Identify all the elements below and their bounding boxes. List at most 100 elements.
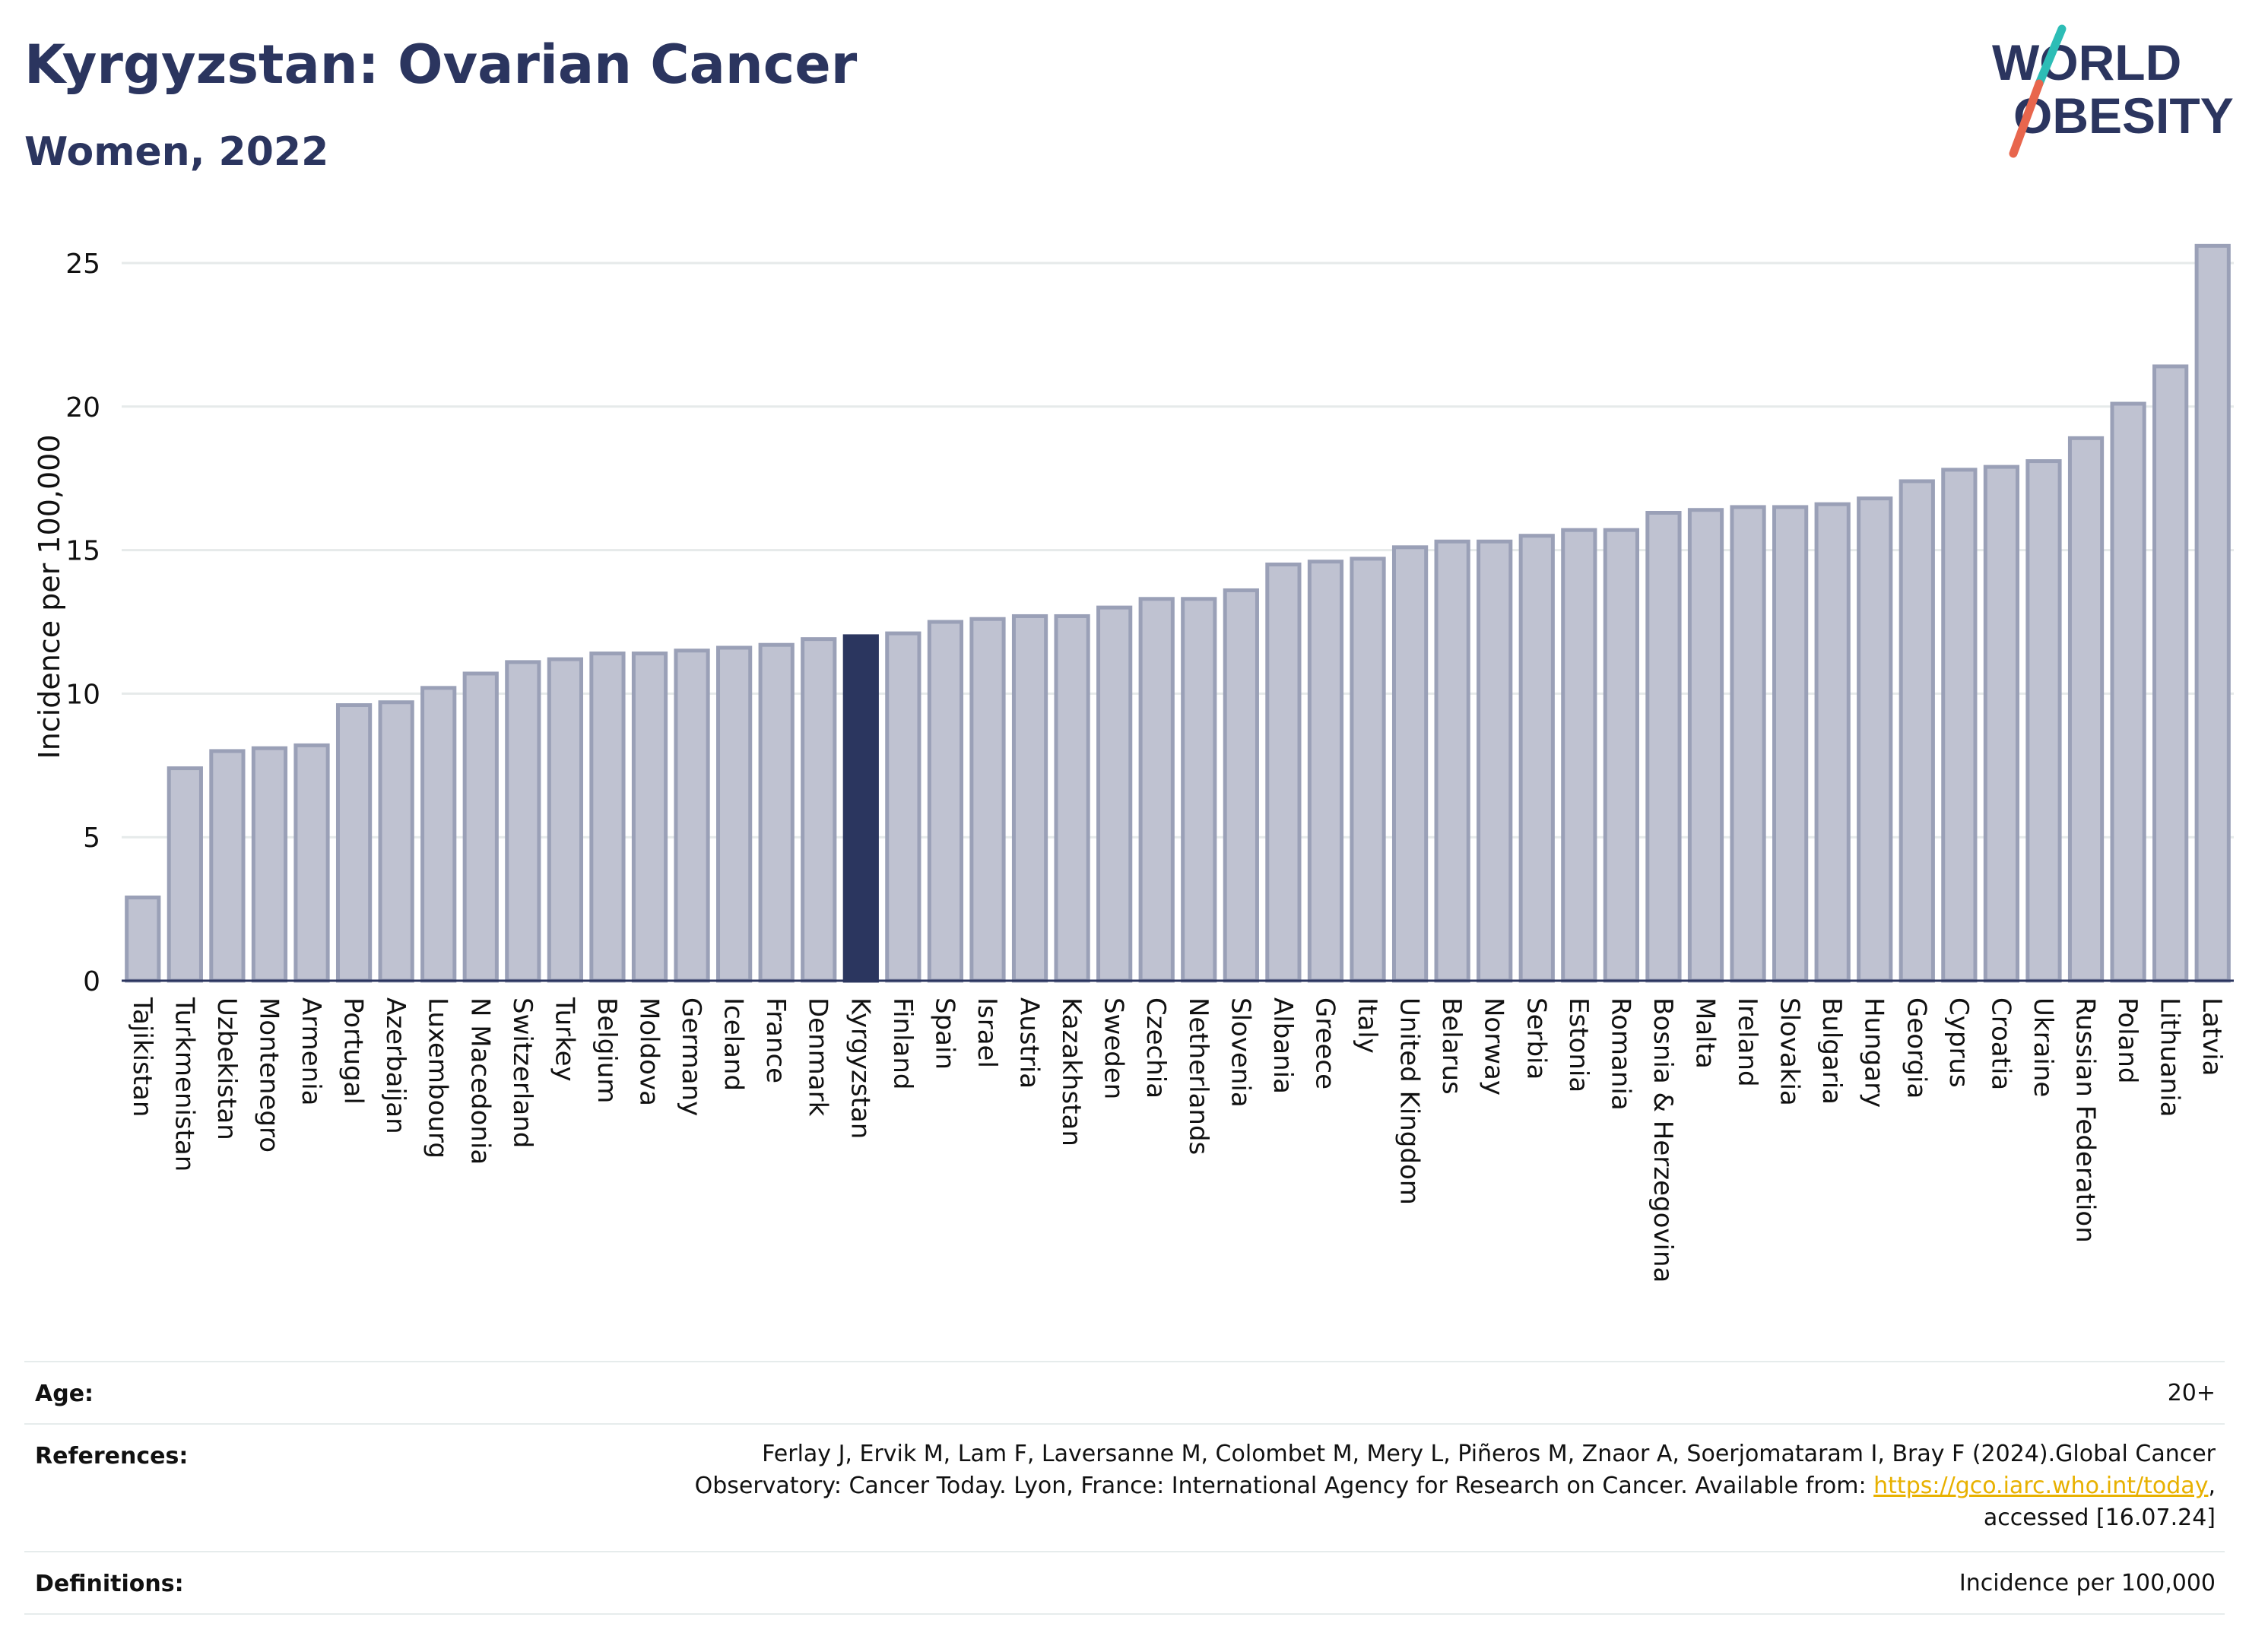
bar-france <box>758 642 795 983</box>
bar-slovakia <box>1772 505 1809 983</box>
bar-israel <box>969 617 1006 983</box>
x-tick-label: Iceland <box>718 997 749 1091</box>
references-line3: accessed [16.07.24] <box>1983 1505 2216 1531</box>
bar-moldova <box>631 652 668 983</box>
bar-spain <box>927 620 964 983</box>
x-axis-tick-labels: Tajikistan Turkmenistan Uzbekistan Monteneg… <box>127 997 2227 1283</box>
x-tick-label: Netherlands <box>1183 997 1213 1155</box>
y-tick-label: 15 <box>65 536 100 567</box>
bar-slovenia <box>1223 588 1259 983</box>
x-tick-label: Cyprus <box>1943 997 1974 1088</box>
references-label: References: <box>35 1443 189 1470</box>
x-tick-label: Russian Federation <box>2070 997 2101 1243</box>
x-tick-label: Lithuania <box>2155 997 2185 1117</box>
x-tick-label: Kazakhstan <box>1056 997 1086 1146</box>
bar-kazakhstan <box>1054 614 1090 983</box>
x-tick-label: Belgium <box>592 997 622 1103</box>
x-tick-label: Poland <box>2112 997 2143 1084</box>
bar-montenegro <box>251 746 288 983</box>
x-tick-label: United Kingdom <box>1394 997 1425 1205</box>
x-tick-label: Turkmenistan <box>169 997 199 1172</box>
bar-belgium <box>589 652 626 983</box>
x-tick-label: Albania <box>1267 997 1298 1094</box>
references-line1: Ferlay J, Ervik M, Lam F, Laversanne M, … <box>762 1441 2216 1467</box>
page-title: Kyrgyzstan: Ovarian Cancer <box>24 33 858 96</box>
x-tick-label: Israel <box>972 997 1002 1068</box>
references-line2: Observatory: Cancer Today. Lyon, France:… <box>695 1470 2216 1502</box>
bar-chart: 0 5 10 15 20 25 Incidence per 100,000 Tajikis… <box>33 243 2234 1283</box>
bar-ukraine <box>2025 459 2062 983</box>
definitions-value: Incidence per 100,000 <box>1959 1570 2216 1597</box>
x-tick-label: Uzbekistan <box>211 997 242 1140</box>
bar-bulgaria <box>1814 502 1851 983</box>
bar-netherlands <box>1181 597 1217 983</box>
x-tick-label: Finland <box>887 997 918 1090</box>
logo-slash-teal <box>2035 24 2067 88</box>
bar-sweden <box>1096 605 1133 983</box>
bar-tajikistan <box>125 895 161 983</box>
bar-belarus <box>1434 539 1470 983</box>
bar-cyprus <box>1941 468 1978 983</box>
x-tick-label: Bosnia & Herzegovina <box>1648 997 1678 1283</box>
bar-turkmenistan <box>167 766 203 983</box>
world-obesity-logo: WORLD OBESITY <box>1992 24 2234 158</box>
age-value: 20+ <box>2167 1380 2216 1406</box>
x-tick-label: Ukraine <box>2028 997 2058 1097</box>
definitions-row: Definitions: Incidence per 100,000 <box>24 1551 2225 1613</box>
x-tick-label: Serbia <box>1521 997 1551 1080</box>
x-tick-label: Estonia <box>1563 997 1594 1092</box>
bar-georgia <box>1898 479 1935 983</box>
x-tick-label: Czechia <box>1140 997 1171 1099</box>
info-table: Age: 20+ References: Ferlay J, Ervik M, … <box>24 1361 2225 1619</box>
x-tick-label: Ireland <box>1732 997 1762 1087</box>
bar-denmark <box>801 637 837 983</box>
y-axis-ticks: 0 5 10 15 20 25 <box>65 249 100 997</box>
x-tick-label: Malta <box>1690 997 1721 1069</box>
x-tick-label: Spain <box>929 997 960 1070</box>
bar-croatia <box>1983 465 2020 983</box>
page-subtitle: Women, 2022 <box>24 129 329 175</box>
bar-austria <box>1011 614 1048 983</box>
bar-switzerland <box>505 660 541 983</box>
x-tick-label: Turkey <box>549 997 579 1082</box>
x-tick-label: Azerbaijan <box>380 997 411 1134</box>
bar-germany <box>674 648 710 983</box>
x-tick-label: Bulgaria <box>1816 997 1847 1105</box>
x-tick-label: Austria <box>1014 997 1045 1089</box>
x-tick-label: Kyrgyzstan <box>845 997 875 1139</box>
references-link[interactable]: https://gco.iarc.who.int/today <box>1873 1473 2209 1499</box>
x-tick-label: Switzerland <box>507 997 538 1148</box>
bar-armenia <box>293 743 330 983</box>
age-label: Age: <box>35 1381 94 1407</box>
logo-line1: WORLD <box>1992 34 2181 90</box>
x-tick-label: Slovakia <box>1775 997 1805 1106</box>
definitions-label: Definitions: <box>35 1571 184 1597</box>
x-tick-label: N Macedonia <box>465 997 495 1165</box>
bar-czechia <box>1138 597 1175 983</box>
y-axis-label: Incidence per 100,000 <box>33 434 66 759</box>
references-value: Ferlay J, Ervik M, Lam F, Laversanne M, … <box>695 1438 2216 1534</box>
bar-ireland <box>1730 505 1766 983</box>
y-tick-label: 20 <box>65 392 100 423</box>
bar-turkey <box>547 657 583 983</box>
x-tick-label: Sweden <box>1099 997 1129 1099</box>
x-tick-label: Montenegro <box>253 997 284 1153</box>
bar-serbia <box>1518 534 1555 983</box>
age-row: Age: 20+ <box>24 1361 2225 1423</box>
y-tick-label: 10 <box>65 679 100 710</box>
x-tick-label: Georgia <box>1901 997 1931 1099</box>
bars <box>125 243 2231 983</box>
x-tick-label: France <box>760 997 791 1083</box>
bar-bosnia-herzegovina <box>1645 511 1682 983</box>
bar-romania <box>1603 528 1639 983</box>
logo-slash-coral <box>2009 79 2044 158</box>
bar-greece <box>1307 560 1344 983</box>
x-tick-label: Belarus <box>1436 997 1467 1095</box>
bar-uzbekistan <box>209 749 246 983</box>
x-tick-label: Greece <box>1309 997 1340 1089</box>
bar-malta <box>1687 508 1724 983</box>
x-tick-label: Luxembourg <box>423 997 453 1159</box>
bar-united-kingdom <box>1391 545 1429 983</box>
y-tick-label: 5 <box>83 823 100 854</box>
bar-lithuania <box>2152 364 2189 983</box>
